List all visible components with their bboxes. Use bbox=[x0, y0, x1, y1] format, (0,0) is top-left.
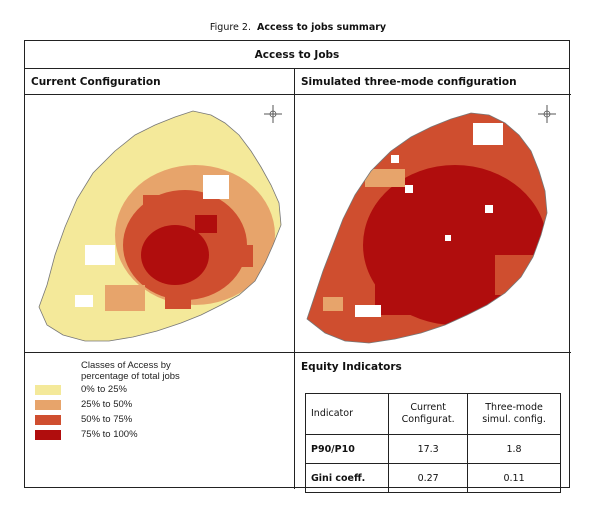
table-row: Gini coeff. 0.27 0.11 bbox=[304, 463, 561, 493]
header-simulated: Three-mode simul. config. bbox=[467, 393, 561, 435]
legend-title-line1: Classes of Access by bbox=[81, 360, 171, 371]
row-name: Gini coeff. bbox=[304, 463, 390, 493]
equity-indicators-title: Equity Indicators bbox=[301, 361, 402, 373]
legend-swatch bbox=[35, 385, 61, 395]
legend-swatch bbox=[35, 430, 61, 440]
header-current: Current Configurat. bbox=[388, 393, 469, 435]
simulated-config-title: Simulated three-mode configuration bbox=[295, 69, 571, 95]
current-config-title: Current Configuration bbox=[25, 69, 294, 95]
caption-title: Access to jobs summary bbox=[257, 22, 387, 33]
header-indicator: Indicator bbox=[304, 393, 390, 435]
row-simulated: 0.11 bbox=[467, 463, 561, 493]
legend-title: Classes of Access by percentage of total… bbox=[81, 360, 180, 382]
row-name: P90/P10 bbox=[304, 434, 390, 464]
legend: Classes of Access by percentage of total… bbox=[25, 353, 294, 489]
simulated-map-svg bbox=[306, 105, 556, 344]
current-map-svg bbox=[38, 105, 282, 342]
summary-table-frame: Access to Jobs Current Configuration bbox=[24, 40, 571, 493]
right-column: Simulated three-mode configuration bbox=[295, 69, 571, 493]
main-title: Access to Jobs bbox=[25, 41, 569, 69]
row-simulated: 1.8 bbox=[467, 434, 561, 464]
equity-table: Indicator Current Configurat. Three-mode… bbox=[304, 393, 561, 493]
north-arrow-icon bbox=[264, 105, 282, 123]
legend-swatch bbox=[35, 400, 61, 410]
row-current: 0.27 bbox=[388, 463, 469, 493]
north-arrow-icon bbox=[538, 105, 556, 123]
caption-prefix: Figure 2. bbox=[209, 22, 251, 33]
current-config-map bbox=[25, 95, 294, 353]
row-current: 17.3 bbox=[388, 434, 469, 464]
simulated-config-map bbox=[295, 95, 571, 353]
legend-title-line2: percentage of total jobs bbox=[81, 371, 180, 382]
table-row: P90/P10 17.3 1.8 bbox=[304, 434, 561, 464]
legend-swatch bbox=[35, 415, 61, 425]
figure-caption: Figure 2. Access to jobs summary bbox=[0, 22, 596, 33]
equity-header-row: Indicator Current Configurat. Three-mode… bbox=[304, 393, 561, 435]
left-column: Current Configuration bbox=[25, 69, 295, 489]
